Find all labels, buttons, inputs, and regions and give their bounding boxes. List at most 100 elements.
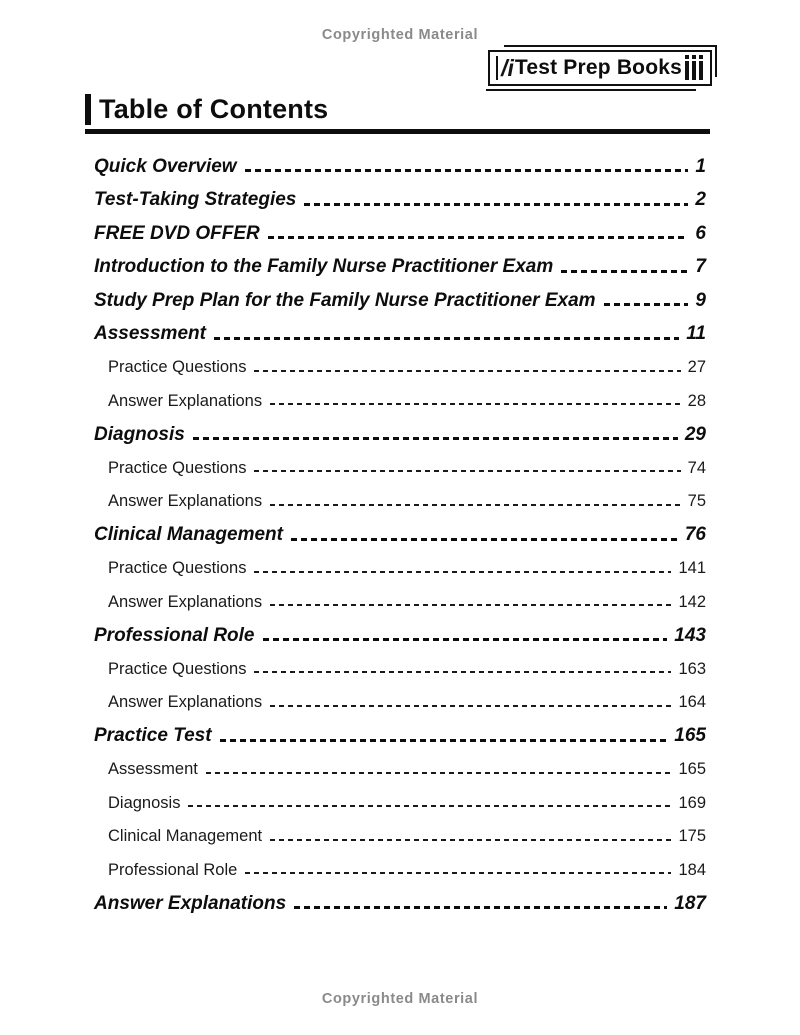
toc-entry-page: 141 xyxy=(678,559,706,578)
toc-entry: Practice Questions 27 xyxy=(94,351,706,385)
toc-dash-leader xyxy=(192,437,678,441)
toc-dash-leader xyxy=(267,236,689,240)
toc-entry: Professional Role 184 xyxy=(94,854,706,888)
toc-entry-page: 163 xyxy=(678,659,706,678)
toc-entry-label: Practice Questions xyxy=(108,358,247,377)
toc-entry: Introduction to the Family Nurse Practit… xyxy=(94,251,706,285)
pencil-icon-bar xyxy=(496,56,499,80)
toc-dash-leader xyxy=(254,671,672,674)
toc-entry-page: 27 xyxy=(687,358,706,377)
book-spine-icon xyxy=(692,55,696,80)
toc-entry-label: Answer Explanations xyxy=(108,492,263,511)
toc-entry-label: Study Prep Plan for the Family Nurse Pra… xyxy=(94,289,596,311)
toc-entry: Diagnosis 29 xyxy=(94,418,706,452)
toc-dash-leader xyxy=(291,537,678,541)
toc-dash-leader xyxy=(254,570,672,573)
toc-entry-label: Diagnosis xyxy=(108,793,181,812)
toc-entry: Study Prep Plan for the Family Nurse Pra… xyxy=(94,284,706,318)
toc-dash-leader xyxy=(254,470,681,473)
toc-entry-page: 9 xyxy=(695,289,706,311)
toc-entry-label: Assessment xyxy=(94,323,206,345)
toc-dash-leader xyxy=(294,906,668,910)
toc-entry: Practice Questions 163 xyxy=(94,653,706,687)
toc-entry: Answer Explanations 142 xyxy=(94,586,706,620)
toc-entry-page: 76 xyxy=(684,524,706,546)
toc-entry-page: 143 xyxy=(674,624,706,646)
toc-entry-label: Professional Role xyxy=(108,860,238,879)
toc-entry: Practice Questions 74 xyxy=(94,452,706,486)
toc-entry: Clinical Management 76 xyxy=(94,519,706,553)
toc-entry-label: FREE DVD OFFER xyxy=(94,222,260,244)
toc-entry: Clinical Management 175 xyxy=(94,820,706,854)
toc-entry-label: Clinical Management xyxy=(108,827,263,846)
toc-entry-page: 29 xyxy=(684,423,706,445)
toc-dash-leader xyxy=(205,771,672,774)
toc-entry-page: 165 xyxy=(674,725,706,747)
toc-dash-leader xyxy=(603,303,689,307)
toc-entry: Quick Overview 1 xyxy=(94,150,706,184)
toc-entry-page: 6 xyxy=(695,222,706,244)
toc-dash-leader xyxy=(270,838,672,841)
toc-entry-page: 165 xyxy=(678,760,706,779)
publisher-logo: /i Test Prep Books xyxy=(486,45,717,91)
toc-entry-label: Answer Explanations xyxy=(108,693,263,712)
toc-entry-page: 28 xyxy=(687,391,706,410)
toc-entry-label: Clinical Management xyxy=(94,524,283,546)
toc-entry-page: 169 xyxy=(678,793,706,812)
toc-entry: Practice Test 165 xyxy=(94,720,706,754)
toc-dash-leader xyxy=(245,872,672,875)
toc-dash-leader xyxy=(270,503,681,506)
toc-entry: Assessment 11 xyxy=(94,318,706,352)
toc-entry-label: Answer Explanations xyxy=(108,391,263,410)
toc-entry: Answer Explanations 28 xyxy=(94,385,706,419)
toc-entry-label: Quick Overview xyxy=(94,155,237,177)
toc-entry-label: Answer Explanations xyxy=(94,892,287,914)
toc-dash-leader xyxy=(561,269,689,273)
toc-entry-page: 184 xyxy=(678,860,706,879)
book-spine-icon xyxy=(685,55,689,80)
toc-entry: Diagnosis 169 xyxy=(94,787,706,821)
toc-dash-leader xyxy=(262,638,668,642)
toc-entry-page: 142 xyxy=(678,592,706,611)
toc-dash-leader xyxy=(244,169,689,173)
page-title: Table of Contents xyxy=(85,94,710,126)
toc-entry-label: Introduction to the Family Nurse Practit… xyxy=(94,256,554,278)
toc-entry-page: 1 xyxy=(695,155,706,177)
page-title-block: Table of Contents xyxy=(85,94,710,135)
toc-entry-label: Practice Questions xyxy=(108,659,247,678)
toc-entry: Assessment 165 xyxy=(94,753,706,787)
copyright-notice-top: Copyrighted Material xyxy=(321,27,479,43)
publisher-logo-box: /i Test Prep Books xyxy=(486,45,717,91)
publisher-logo-text: Test Prep Books xyxy=(514,56,682,79)
copyright-notice-bottom: Copyrighted Material xyxy=(321,991,479,1007)
toc-entry-label: Practice Questions xyxy=(108,458,247,477)
book-spine-icon xyxy=(699,55,703,80)
toc-list: Quick Overview 1 Test-Taking Strategies … xyxy=(94,150,706,921)
toc-entry-page: 7 xyxy=(695,256,706,278)
toc-entry-page: 74 xyxy=(687,458,706,477)
toc-entry: FREE DVD OFFER 6 xyxy=(94,217,706,251)
toc-entry: Test-Taking Strategies 2 xyxy=(94,184,706,218)
toc-entry-page: 2 xyxy=(695,189,706,211)
toc-entry: Professional Role 143 xyxy=(94,619,706,653)
toc-entry-label: Professional Role xyxy=(94,624,255,646)
toc-dash-leader xyxy=(270,403,681,406)
toc-entry: Practice Questions 141 xyxy=(94,552,706,586)
toc-entry-label: Practice Test xyxy=(94,725,212,747)
toc-entry-page: 175 xyxy=(678,827,706,846)
toc-dash-leader xyxy=(188,805,672,808)
toc-entry: Answer Explanations 187 xyxy=(94,887,706,921)
pencil-icon: /i xyxy=(496,56,514,80)
toc-dash-leader xyxy=(254,369,681,372)
toc-entry-page: 164 xyxy=(678,693,706,712)
toc-dash-leader xyxy=(213,336,680,340)
toc-dash-leader xyxy=(270,604,672,607)
toc-entry: Answer Explanations 75 xyxy=(94,485,706,519)
toc-dash-leader xyxy=(304,202,689,206)
toc-dash-leader xyxy=(270,704,672,707)
toc-entry-label: Practice Questions xyxy=(108,559,247,578)
toc-entry-label: Answer Explanations xyxy=(108,592,263,611)
book-spines-icon xyxy=(685,55,703,81)
toc-entry-page: 187 xyxy=(674,892,706,914)
